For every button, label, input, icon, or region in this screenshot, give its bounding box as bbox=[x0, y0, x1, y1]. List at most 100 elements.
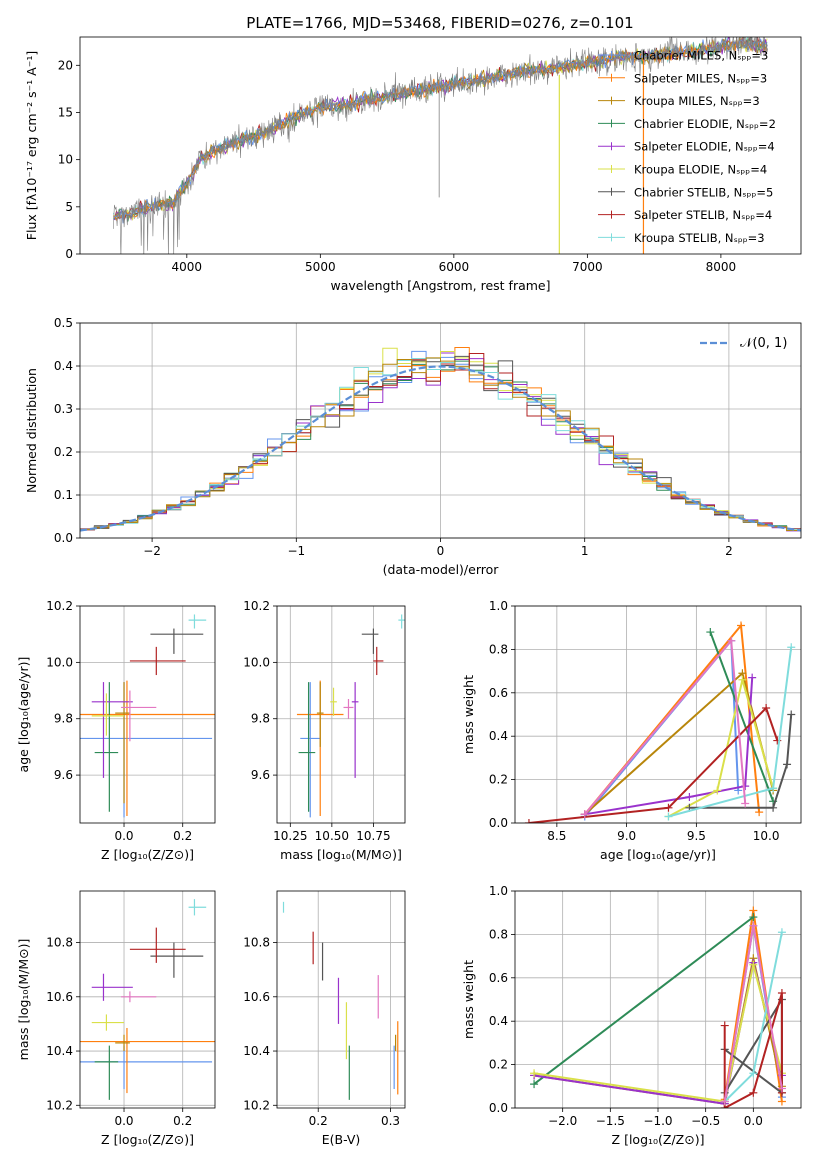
age_vs_mass-points bbox=[296, 614, 405, 818]
weight-marker-chabrier_stelib bbox=[783, 760, 792, 769]
weight-marker-pink bbox=[749, 921, 758, 930]
weight-marker-salpeter_stelib bbox=[749, 1088, 758, 1097]
mass_vs_Z-axes: 0.0 0.2 10.2 10.4 10.6 10.8 Z [log₁₀(Z/Z⊙)] mas… bbox=[16, 891, 215, 1147]
weight-line-chabrier_elodie bbox=[709, 631, 775, 802]
spectrum-series bbox=[112, 37, 768, 254]
x-tick-label: 0.0 bbox=[744, 1114, 763, 1128]
x-tick-label: 10.50 bbox=[315, 829, 349, 843]
y-tick-label: 1.0 bbox=[489, 884, 508, 898]
weight-marker-kroupa_stelib bbox=[749, 1069, 758, 1078]
spectrum-data-line bbox=[113, 37, 768, 254]
weight_vs_Z-series bbox=[530, 906, 786, 1108]
x-tick-label: 4000 bbox=[172, 260, 203, 274]
y-tick-label: 0.3 bbox=[54, 402, 73, 416]
y-tick-label: 1.0 bbox=[489, 599, 508, 613]
weight-marker-chabrier_elodie bbox=[530, 1080, 539, 1089]
histogram-series bbox=[80, 347, 801, 533]
y-tick-label: 0.5 bbox=[54, 316, 73, 330]
normal-curve bbox=[80, 365, 801, 532]
weight-marker-pink bbox=[580, 810, 589, 819]
y-tick-label: 0.2 bbox=[489, 1058, 508, 1072]
EBV-frame bbox=[276, 890, 406, 1109]
EBV-points bbox=[282, 901, 399, 1100]
weight-line-kroupa_elodie bbox=[668, 679, 775, 818]
residuals-legend: 𝒩(0, 1) bbox=[700, 336, 787, 351]
y-tick-label: 0.0 bbox=[54, 531, 73, 545]
y-tick-label: 0.1 bbox=[54, 488, 73, 502]
x-tick-label: 1 bbox=[581, 544, 589, 558]
x-axis-label: age [log₁₀(age/yr)] bbox=[600, 847, 716, 862]
spectrum-model-salpeter_miles bbox=[113, 37, 768, 222]
y-tick-label: 10 bbox=[58, 153, 73, 167]
y-tick-label: 0.6 bbox=[489, 686, 508, 700]
x-tick-label: 10.0 bbox=[753, 829, 780, 843]
y-tick-label: 0.8 bbox=[489, 642, 508, 656]
EBV-axes: 0.2 0.3 10.2 10.4 10.6 10.8 E(B-V) bbox=[243, 891, 405, 1147]
weight_vs_Z-axes: −2.0 −1.5 −1.0 −0.5 0.0 0.0 0.2 0.4 0.6 0.8 1.0 Z [… bbox=[461, 884, 801, 1147]
y-tick-label: 0.2 bbox=[489, 773, 508, 787]
mass_vs_Z-points bbox=[80, 899, 215, 1100]
weight-marker-salpeter_miles bbox=[777, 1097, 786, 1106]
weight-marker-chabrier_elodie bbox=[749, 913, 758, 922]
x-tick-label: −0.5 bbox=[691, 1114, 720, 1128]
age_vs_mass-frame bbox=[276, 605, 406, 824]
weight-marker-salpeter_stelib bbox=[777, 988, 786, 997]
weight-marker-kroupa_stelib bbox=[777, 928, 786, 937]
y-tick-label: 10.0 bbox=[46, 655, 73, 669]
y-tick-label: 0.4 bbox=[489, 1014, 508, 1028]
x-axis-label: mass [log₁₀(M/M⊙)] bbox=[280, 847, 402, 862]
weight-marker-salpeter_miles bbox=[755, 808, 764, 817]
x-tick-label: 0.2 bbox=[309, 1114, 328, 1128]
x-tick-label: 9.0 bbox=[617, 829, 636, 843]
x-axis-label: Z [log₁₀(Z/Z⊙)] bbox=[612, 1132, 705, 1147]
y-axis-label: Normed distribution bbox=[24, 368, 39, 493]
weight-marker-salpeter_elodie bbox=[741, 782, 750, 791]
x-tick-label: 9.5 bbox=[687, 829, 706, 843]
weight-marker-salpeter_stelib bbox=[664, 803, 673, 812]
y-tick-label: 0.0 bbox=[489, 1101, 508, 1115]
x-tick-label: −1.0 bbox=[643, 1114, 672, 1128]
x-tick-label: 0.2 bbox=[173, 1114, 192, 1128]
weight-line-salpeter_stelib bbox=[528, 706, 779, 823]
weight-marker-kroupa_elodie bbox=[738, 675, 747, 684]
x-tick-label: 0.2 bbox=[173, 829, 192, 843]
weight-line-chabrier_elodie bbox=[533, 916, 754, 1085]
y-tick-label: 20 bbox=[58, 58, 73, 72]
x-tick-label: 10.75 bbox=[356, 829, 390, 843]
y-tick-label: 10.2 bbox=[243, 599, 270, 613]
x-axis-label: Z [log₁₀(Z/Z⊙)] bbox=[101, 1132, 194, 1147]
y-tick-label: 10.2 bbox=[243, 1098, 270, 1112]
x-axis-label: Z [log₁₀(Z/Z⊙)] bbox=[101, 847, 194, 862]
x-tick-label: 6000 bbox=[439, 260, 470, 274]
spectrum-axes: 4000 5000 6000 7000 8000 0 5 10 15 20 wavelength [… bbox=[24, 51, 736, 293]
weight_vs_Z-frame bbox=[514, 890, 802, 1109]
y-tick-label: 9.6 bbox=[54, 768, 73, 782]
weight-marker-pink bbox=[720, 1097, 729, 1106]
weight-marker-pink bbox=[777, 1084, 786, 1093]
weight-marker-pink bbox=[727, 636, 736, 645]
y-tick-label: 10.4 bbox=[243, 1044, 270, 1058]
y-tick-label: 0.0 bbox=[489, 816, 508, 830]
x-tick-label: −2.0 bbox=[548, 1114, 577, 1128]
x-tick-label: 7000 bbox=[572, 260, 603, 274]
y-tick-label: 9.8 bbox=[54, 712, 73, 726]
legend-label-normal: 𝒩(0, 1) bbox=[740, 336, 787, 351]
x-tick-label: 0 bbox=[437, 544, 445, 558]
legend-label-chabrier_elodie: Chabrier ELODIE, Nₛₚₚ=2 bbox=[634, 117, 776, 131]
weight-marker-kroupa_elodie bbox=[530, 1069, 539, 1078]
x-tick-label: 0.0 bbox=[114, 1114, 133, 1128]
y-tick-label: 10.4 bbox=[46, 1044, 73, 1058]
weight_vs_age-series bbox=[524, 621, 796, 823]
residuals-frame bbox=[79, 322, 802, 539]
y-tick-label: 9.6 bbox=[251, 768, 270, 782]
y-tick-label: 10.8 bbox=[243, 936, 270, 950]
y-axis-label: Flux [fλ10⁻¹⁷ erg cm⁻² s⁻¹ A⁻¹] bbox=[24, 51, 39, 240]
y-tick-label: 10.8 bbox=[46, 936, 73, 950]
y-axis-label: mass [log₁₀(M/M⊙)] bbox=[16, 939, 31, 1061]
weight-marker-chabrier_elodie bbox=[706, 628, 715, 637]
y-axis-label: mass weight bbox=[461, 675, 476, 754]
weight_vs_age-frame bbox=[514, 605, 802, 824]
y-tick-label: 5 bbox=[65, 200, 73, 214]
y-tick-label: 10.6 bbox=[46, 990, 73, 1004]
y-tick-label: 15 bbox=[58, 105, 73, 119]
